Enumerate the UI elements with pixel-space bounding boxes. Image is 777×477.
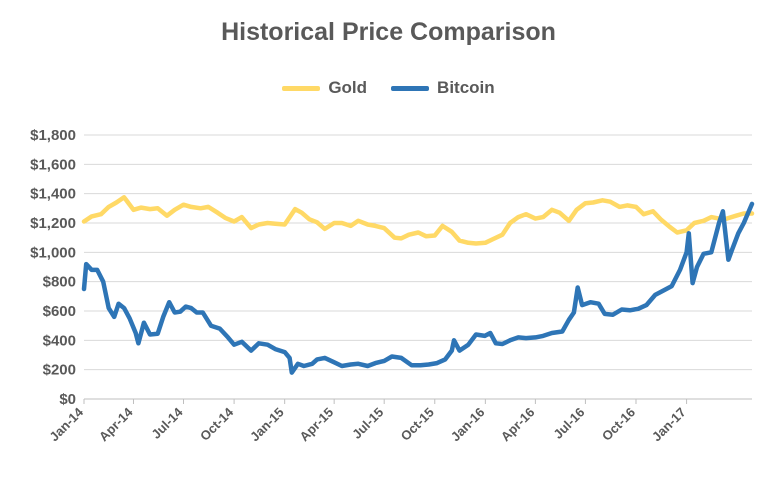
legend-item-bitcoin: Bitcoin: [391, 78, 495, 98]
y-tick-label: $1,800: [30, 127, 76, 144]
x-tick-label: Oct-15: [398, 405, 437, 444]
y-tick-label: $1,000: [30, 244, 76, 261]
y-tick-label: $1,600: [30, 156, 76, 173]
y-tick-label: $0: [59, 391, 76, 408]
x-tick-label: Jan-14: [46, 404, 86, 444]
legend-label-bitcoin: Bitcoin: [437, 78, 495, 97]
chart-title: Historical Price Comparison: [221, 18, 556, 46]
legend-item-gold: Gold: [282, 78, 367, 98]
legend-swatch-bitcoin: [391, 85, 430, 91]
y-tick-label: $1,400: [30, 186, 76, 203]
y-tick-label: $800: [43, 274, 76, 291]
x-tick-label: Jul-15: [349, 405, 386, 442]
x-tick-label: Jan-15: [247, 405, 287, 445]
y-tick-label: $200: [43, 362, 76, 379]
x-tick-label: Jan-17: [649, 405, 689, 445]
y-tick-label: $600: [43, 303, 76, 320]
x-tick-label: Jul-14: [148, 404, 186, 442]
series-line-bitcoin: [81, 201, 755, 375]
x-tick-label: Oct-16: [599, 405, 638, 444]
legend-label-gold: Gold: [328, 78, 368, 97]
x-tick-label: Jan-16: [448, 405, 488, 445]
series-line-gold: [81, 195, 755, 246]
x-tick-label: Oct-14: [197, 404, 237, 444]
x-tick-label: Apr-16: [498, 405, 538, 445]
legend-swatch-gold: [282, 85, 321, 91]
x-tick-label: Apr-15: [297, 405, 337, 445]
y-tick-label: $1,200: [30, 215, 76, 232]
legend: Gold Bitcoin: [0, 78, 777, 98]
x-tick-label: Jul-16: [550, 405, 587, 442]
y-tick-label: $400: [43, 332, 76, 349]
x-tick-label: Apr-14: [96, 404, 136, 444]
